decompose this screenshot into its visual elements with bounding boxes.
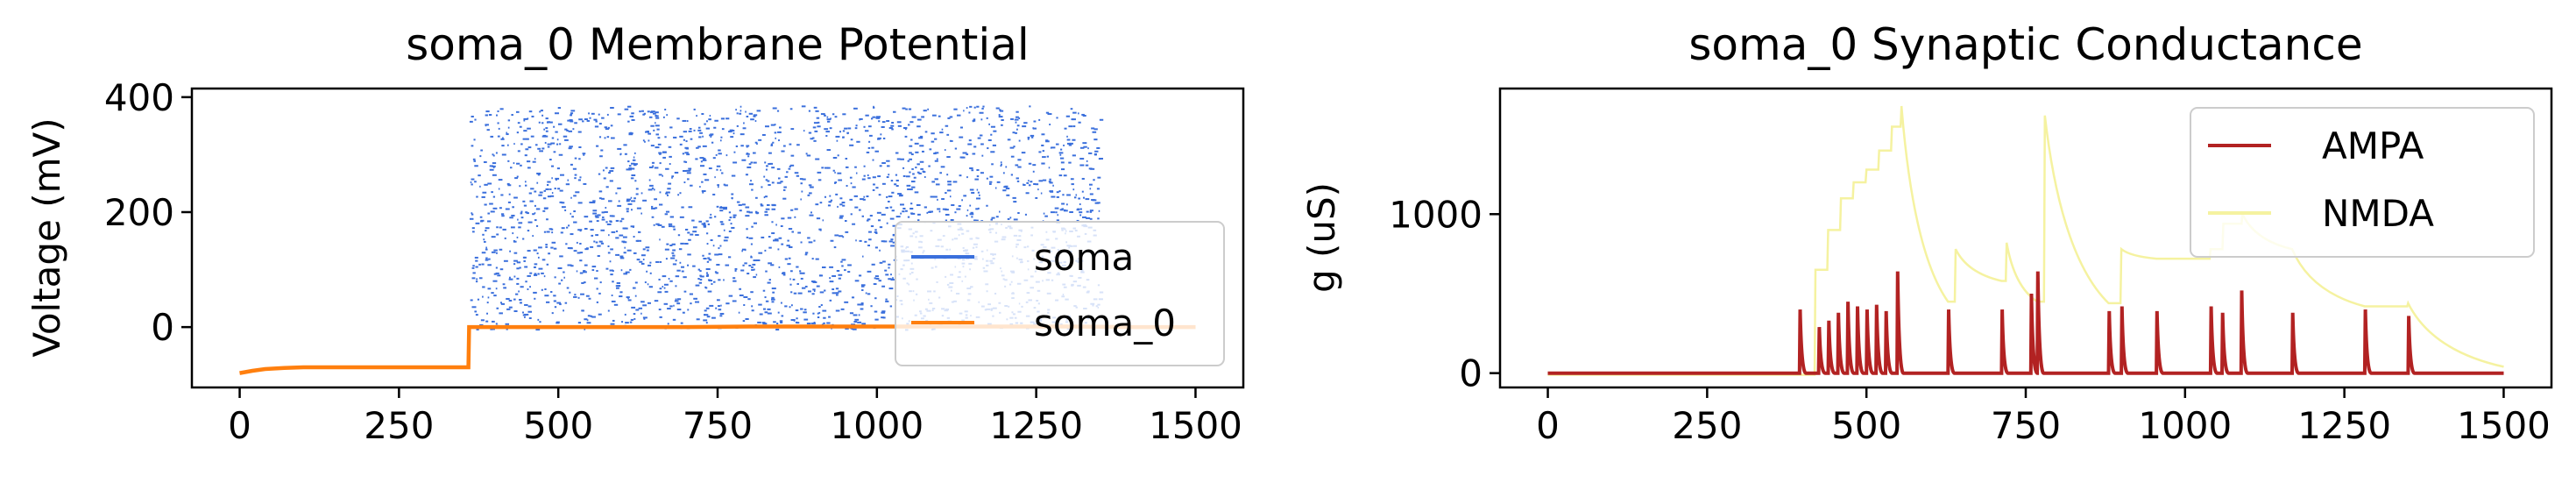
x-tick-label: 0	[1536, 404, 1560, 447]
y-tick-label: 200	[104, 191, 174, 234]
ampa-line	[1547, 271, 2504, 375]
soma-series	[469, 105, 1104, 331]
legend-box	[2190, 107, 2535, 258]
y-axis-ticks: 0 200 400	[104, 76, 192, 349]
x-tick-label: 500	[1831, 404, 1901, 447]
y-tick-label: 0	[1459, 352, 1483, 395]
legend-box	[895, 221, 1225, 366]
x-tick-label: 1500	[1149, 404, 1242, 447]
y-tick-label: 1000	[1389, 193, 1483, 236]
y-axis-label: g (uS)	[1300, 182, 1343, 293]
ampa-series	[1547, 271, 2504, 375]
x-tick-label: 1500	[2457, 404, 2551, 447]
x-tick-label: 1250	[989, 404, 1083, 447]
x-tick-label: 250	[1672, 404, 1742, 447]
membrane-potential-chart: soma_0 Membrane Potential Voltage (mV) 0…	[25, 19, 1245, 447]
y-axis-ticks: 0 1000	[1389, 193, 1500, 395]
x-tick-label: 0	[228, 404, 251, 447]
chart-title: soma_0 Membrane Potential	[406, 19, 1030, 70]
x-tick-label: 500	[523, 404, 593, 447]
y-tick-label: 0	[151, 306, 174, 349]
legend: AMPA NMDA	[2190, 107, 2535, 258]
chart-title: soma_0 Synaptic Conductance	[1688, 19, 2362, 70]
x-tick-label: 1250	[2297, 404, 2391, 447]
x-tick-label: 750	[1991, 404, 2061, 447]
legend-label-nmda: NMDA	[2322, 192, 2434, 235]
x-tick-label: 750	[683, 404, 753, 447]
y-axis-label: Voltage (mV)	[25, 117, 68, 357]
legend: soma soma_0	[895, 221, 1225, 366]
x-tick-label: 1000	[830, 404, 924, 447]
x-axis-ticks: 0 250 500 750 1000 1250 1500	[228, 387, 1242, 447]
legend-label-soma: soma	[1034, 236, 1134, 279]
x-tick-label: 1000	[2138, 404, 2232, 447]
y-tick-label: 400	[104, 76, 174, 119]
synaptic-conductance-chart: soma_0 Synaptic Conductance g (uS) 0 250 5…	[1300, 19, 2553, 447]
legend-label-ampa: AMPA	[2322, 124, 2424, 167]
x-tick-label: 250	[364, 404, 434, 447]
x-axis-ticks: 0 250 500 750 1000 1250 1500	[1536, 387, 2551, 447]
legend-label-soma-0: soma_0	[1034, 302, 1176, 344]
